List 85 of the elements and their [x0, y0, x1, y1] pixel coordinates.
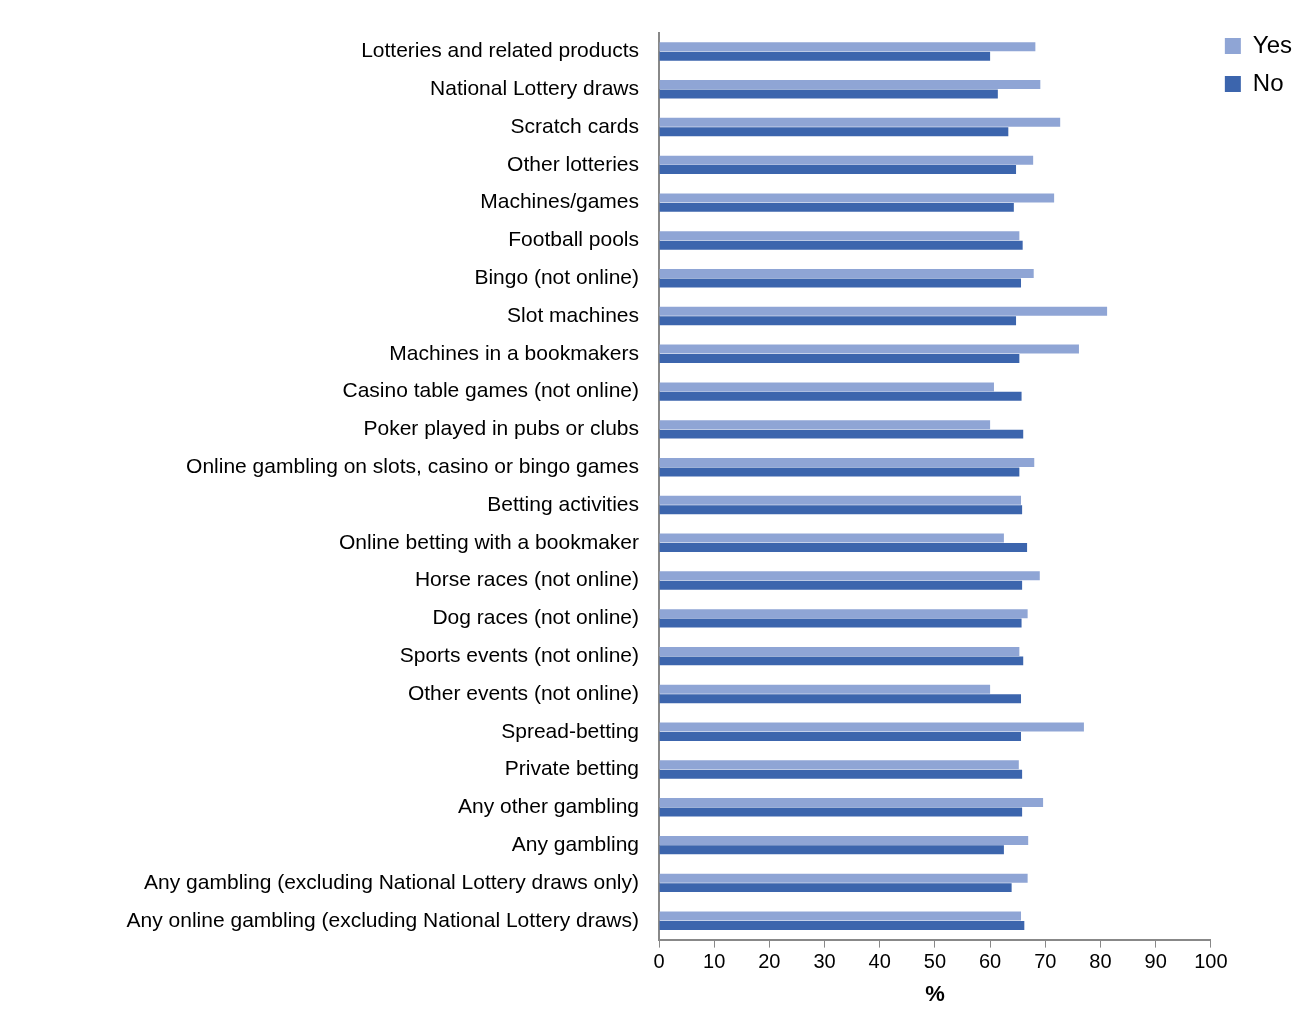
bar	[659, 580, 1023, 590]
legend-label: Yes	[1252, 30, 1292, 58]
y-tick-label: Any gambling (excluding National Lottery draws only)	[144, 869, 639, 893]
bar	[659, 231, 1020, 241]
bar	[659, 798, 1044, 808]
y-tick-label: Lotteries and related products	[361, 38, 639, 62]
bar	[659, 278, 1022, 288]
x-tick-label: 30	[813, 950, 836, 973]
x-tick-label: 0	[653, 950, 665, 973]
y-tick-label: Online gambling on slots, casino or bingo games	[186, 454, 639, 477]
bar	[659, 354, 1020, 364]
x-tick-label: 80	[1089, 950, 1112, 973]
y-tick-label: Any online gambling (excluding National Lottery draws)	[126, 907, 639, 931]
x-tick-label: 50	[923, 950, 947, 973]
x-tick-label: 70	[1034, 950, 1057, 973]
bar	[659, 684, 991, 694]
bar	[659, 722, 1084, 732]
bar	[659, 543, 1028, 552]
legend-label: No	[1252, 68, 1284, 96]
bar	[659, 42, 1036, 52]
bar	[659, 646, 1020, 656]
bar	[659, 429, 1024, 439]
bar	[659, 127, 1009, 137]
bar	[659, 467, 1020, 477]
bar	[659, 873, 1028, 883]
bar	[659, 920, 1025, 930]
y-tick-label: Online betting with a bookmaker	[339, 529, 640, 553]
bar	[659, 571, 1040, 581]
bar	[659, 694, 1022, 704]
bar	[659, 155, 1034, 165]
y-tick-label: Casino table games (not online)	[342, 378, 639, 402]
y-tick-label: Football pools	[508, 227, 639, 251]
y-tick-label: Machines in a bookmakers	[389, 340, 639, 364]
y-tick-label: Dog races (not online)	[432, 605, 639, 629]
y-tick-label: Sports events (not online)	[399, 642, 639, 666]
bar	[659, 533, 1004, 543]
bar	[659, 883, 1012, 893]
y-tick-label: Machines/games	[480, 189, 639, 213]
bar	[659, 656, 1024, 666]
bar	[659, 495, 1022, 505]
bar	[659, 911, 1022, 921]
bar	[659, 505, 1023, 515]
bar	[659, 420, 991, 430]
y-tick-label: Slot machines	[507, 302, 639, 326]
bar	[659, 193, 1055, 203]
x-tick-label: 20	[758, 950, 781, 973]
bar	[659, 117, 1061, 127]
x-tick-label: 90	[1144, 950, 1167, 973]
y-tick-label: Horse races (not online)	[414, 567, 639, 591]
x-tick-label: 100	[1194, 950, 1228, 973]
bar	[659, 80, 1041, 90]
y-tick-label: Any other gambling	[458, 794, 639, 818]
bar	[659, 391, 1022, 401]
bar	[659, 306, 1108, 316]
bar	[659, 269, 1034, 279]
bar	[659, 240, 1023, 250]
bar	[659, 382, 994, 392]
bar	[659, 202, 1014, 212]
y-tick-label: Scratch cards	[510, 113, 639, 137]
bar	[659, 344, 1079, 354]
bar	[659, 835, 1029, 845]
y-tick-label: Other events (not online)	[407, 680, 639, 704]
x-tick-label: 10	[703, 950, 726, 973]
bar	[659, 731, 1022, 741]
y-tick-label: Spread-betting	[501, 718, 639, 742]
x-tick-label: 40	[868, 950, 891, 973]
bar	[659, 845, 1004, 855]
bar	[659, 165, 1017, 175]
y-tick-label: Other lotteries	[507, 151, 639, 175]
bar	[659, 618, 1022, 628]
y-tick-label: Betting activities	[487, 491, 639, 515]
y-tick-label: Bingo (not online)	[474, 265, 639, 289]
bar	[659, 609, 1028, 619]
bar	[659, 769, 1023, 779]
bar	[659, 316, 1017, 326]
bar	[659, 51, 991, 61]
x-tick-label: 60	[978, 950, 1002, 973]
y-tick-label: Private betting	[504, 756, 639, 780]
y-tick-label: Any gambling	[511, 831, 639, 855]
bar	[659, 760, 1019, 770]
y-tick-label: National Lottery draws	[430, 76, 639, 100]
y-tick-label: Poker played in pubs or clubs	[363, 416, 639, 440]
x-axis-title: %	[925, 980, 945, 1006]
bar	[659, 807, 1023, 817]
bar	[659, 457, 1035, 467]
